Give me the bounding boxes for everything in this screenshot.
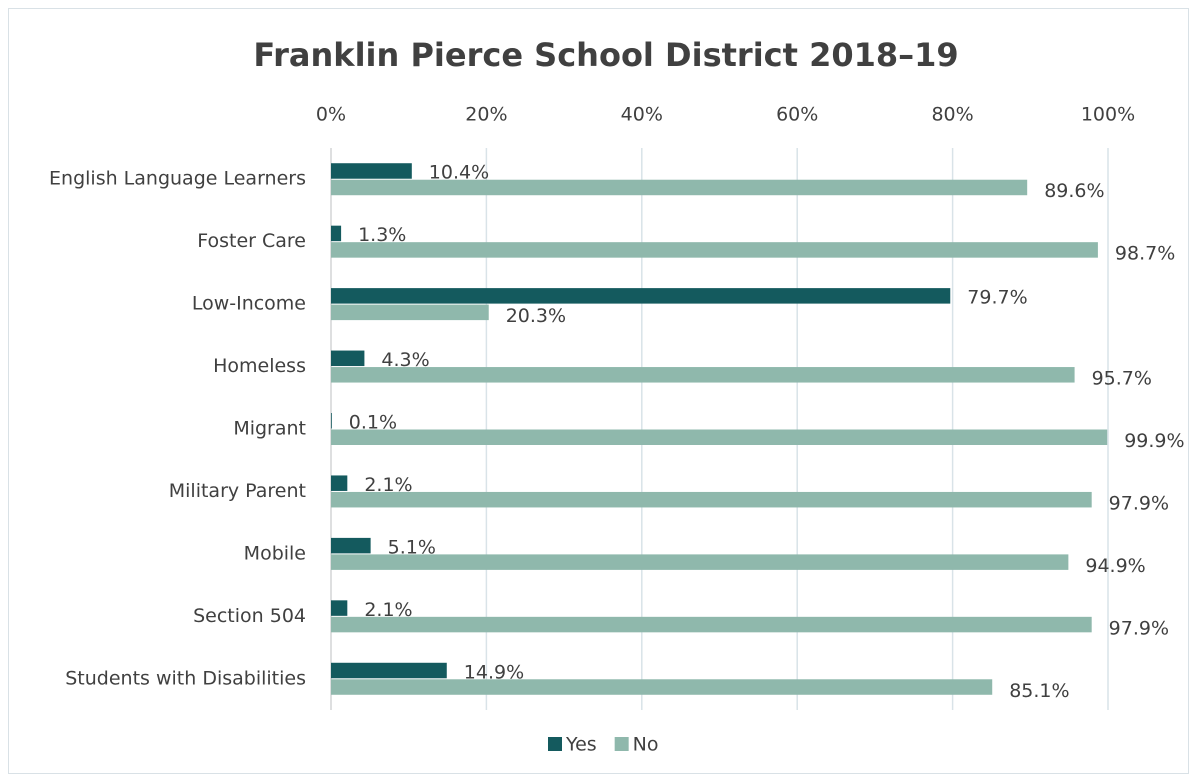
bar	[331, 163, 412, 179]
value-label: 10.4%	[429, 162, 489, 184]
value-label: 4.3%	[381, 349, 429, 371]
y-tick-label: Mobile	[244, 542, 306, 564]
value-label: 98.7%	[1115, 243, 1175, 265]
value-label: 14.9%	[464, 661, 524, 683]
value-label: 1.3%	[358, 224, 406, 246]
y-tick-label: Homeless	[213, 355, 306, 377]
bar	[331, 537, 371, 554]
bar	[331, 367, 1075, 383]
bar	[331, 242, 1098, 258]
legend-swatch	[614, 737, 629, 751]
bar	[331, 475, 348, 491]
legend-label: No	[633, 734, 659, 756]
bar	[331, 679, 993, 695]
y-tick-label: English Language Learners	[49, 168, 306, 190]
value-label: 79.7%	[967, 287, 1027, 309]
value-label: 20.3%	[506, 305, 566, 327]
x-tick-label: 80%	[931, 104, 973, 126]
value-label: 85.1%	[1009, 680, 1069, 702]
value-label: 97.9%	[1109, 492, 1169, 514]
value-label: 2.1%	[364, 599, 412, 621]
chart-frame	[8, 8, 1189, 774]
x-tick-label: 20%	[465, 104, 507, 126]
bar	[331, 662, 447, 679]
value-label: 97.9%	[1109, 617, 1169, 639]
chart-title: Franklin Pierce School District 2018–19	[253, 36, 958, 74]
value-label: 99.9%	[1124, 430, 1184, 452]
bar	[331, 491, 1092, 508]
y-tick-label: Migrant	[233, 418, 306, 440]
value-label: 95.7%	[1092, 368, 1152, 390]
y-tick-label: Low-Income	[192, 293, 306, 315]
value-label: 0.1%	[349, 412, 397, 434]
x-tick-label: 40%	[621, 104, 663, 126]
bar	[331, 179, 1028, 196]
y-tick-label: Military Parent	[169, 480, 306, 502]
value-label: 94.9%	[1085, 555, 1145, 577]
x-tick-label: 100%	[1081, 104, 1135, 126]
value-label: 89.6%	[1044, 180, 1104, 202]
y-tick-label: Section 504	[193, 605, 306, 627]
legend-swatch	[548, 737, 562, 751]
value-label: 5.1%	[388, 536, 436, 558]
value-label: 2.1%	[364, 474, 412, 496]
y-tick-label: Foster Care	[197, 230, 306, 252]
bar	[331, 288, 951, 304]
bar	[331, 225, 342, 242]
bar	[331, 413, 332, 429]
bar	[331, 429, 1108, 445]
legend-label: Yes	[565, 734, 597, 756]
bar	[331, 350, 365, 367]
bar	[331, 554, 1069, 570]
x-tick-label: 0%	[316, 104, 346, 126]
bar	[331, 616, 1092, 633]
bar	[331, 600, 348, 616]
bar	[331, 304, 489, 321]
x-tick-label: 60%	[776, 104, 818, 126]
y-tick-label: Students with Disabilities	[65, 667, 306, 689]
